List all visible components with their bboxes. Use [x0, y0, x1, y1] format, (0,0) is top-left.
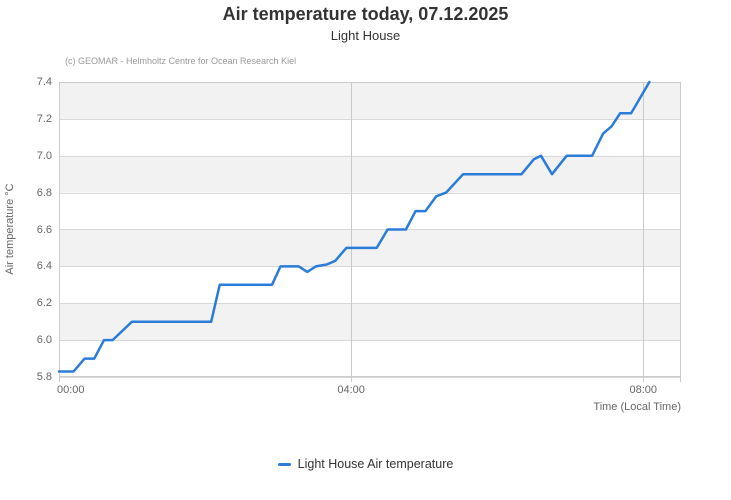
legend-label: Light House Air temperature: [297, 457, 454, 471]
temperature-line: [57, 80, 651, 373]
y-tick-label: 7.4: [36, 76, 52, 88]
plot-area: [57, 80, 681, 382]
legend: Light House Air temperature: [0, 457, 731, 471]
x-axis-title: Time (Local Time): [593, 401, 681, 413]
plot-border: [59, 82, 681, 377]
y-tick-label: 7.2: [36, 112, 52, 125]
chart-title: Air temperature today, 07.12.2025: [222, 4, 509, 24]
chart-subtitle: Light House: [330, 28, 401, 43]
x-tick-label: 08:00: [629, 384, 658, 396]
legend-line-icon: [277, 462, 291, 466]
y-tick-label: 7.0: [36, 149, 52, 162]
y-band: [59, 155, 681, 193]
y-tick-label: 6.4: [36, 260, 52, 273]
y-tick-label: 6.2: [36, 297, 52, 310]
y-tick-label: 6.6: [36, 223, 52, 236]
y-axis-title: Air temperature °C: [4, 183, 16, 275]
y-band: [59, 82, 681, 119]
y-tick-label: 6.0: [36, 334, 52, 347]
y-tick-label: 6.8: [36, 186, 52, 199]
x-tick-label: 00:00: [57, 384, 85, 396]
credit-text: (c) GEOMAR - Helmholtz Centre for Ocean …: [65, 56, 297, 66]
legend-item-air-temperature[interactable]: Light House Air temperature: [277, 457, 454, 471]
y-tick-label: 5.8: [36, 371, 52, 383]
x-tick-label: 04:00: [337, 384, 365, 396]
